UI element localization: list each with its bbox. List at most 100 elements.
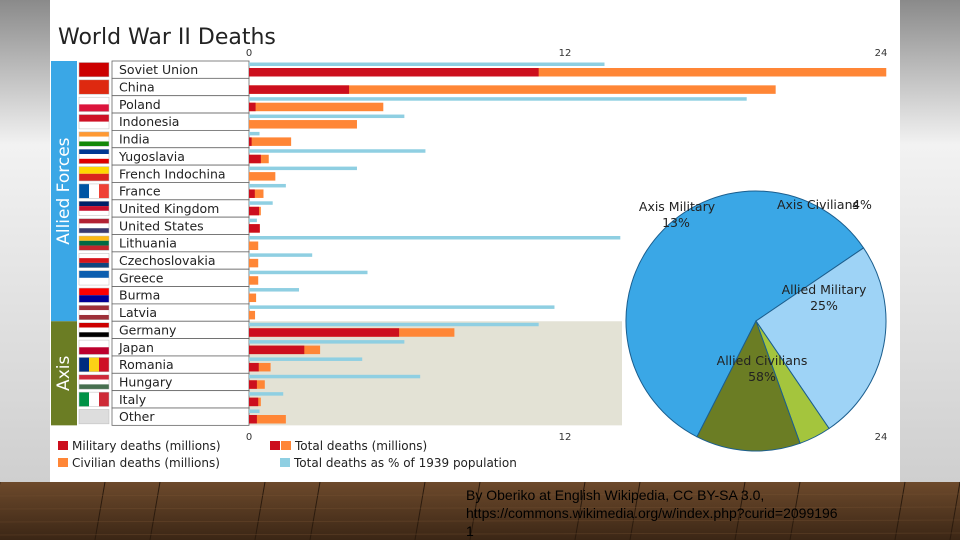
bar-total-deaths: [249, 102, 384, 112]
bar-total-deaths: [249, 120, 357, 129]
flag-icon: [78, 131, 110, 147]
pie-slice: [755, 247, 887, 430]
flag-icon: [78, 391, 110, 407]
country-label: Romania: [119, 357, 174, 372]
pie-slice-label: Axis Military: [639, 199, 716, 214]
bar-military-deaths: [249, 397, 259, 407]
allied-band: [51, 61, 77, 322]
plank-seam: [734, 481, 746, 540]
country-label: Indonesia: [119, 114, 179, 129]
bar-total-deaths: [249, 310, 256, 320]
country-label: French Indochina: [119, 166, 226, 181]
plank-seam: [789, 481, 801, 540]
legend-swatch: [270, 441, 280, 450]
x-tick-label-bottom: 24: [875, 432, 888, 443]
bar-population-percent: [249, 409, 260, 413]
country-label: Hungary: [119, 374, 173, 389]
bar-population-percent: [249, 131, 260, 136]
credit-line-1: By Oberiko at English Wikipedia, CC BY-S…: [466, 487, 765, 503]
bar-population-percent: [249, 374, 421, 379]
bar-military-deaths: [249, 380, 257, 389]
flag-icon: [78, 270, 110, 286]
bar-population-percent: [249, 340, 405, 344]
flag-icon: [78, 96, 110, 112]
country-label: India: [119, 132, 150, 147]
plank-seam: [629, 481, 641, 540]
bar-total-deaths: [249, 293, 257, 303]
country-label: Soviet Union: [119, 62, 198, 77]
allied-forces-label: Allied Forces: [54, 137, 74, 244]
bar-population-percent: [249, 183, 286, 188]
country-labels: Soviet Union China Poland Indonesia India Yug…: [111, 60, 250, 426]
wood-grain: [0, 532, 960, 536]
pie-slice: [696, 319, 801, 452]
x-ticks-top: 0 12 24: [246, 48, 888, 59]
wood-floor: [0, 482, 960, 540]
x-tick-label-top: 24: [875, 48, 888, 59]
bar-population-percent: [249, 305, 555, 309]
country-label: United Kingdom: [119, 201, 219, 216]
credit-line-3: 1: [466, 523, 474, 539]
country-label: Italy: [119, 392, 147, 407]
flag-icon: [78, 253, 110, 268]
plank-seam: [414, 481, 426, 540]
country-label: China: [119, 80, 155, 95]
bar-military-deaths: [249, 345, 305, 355]
flag-icon: [78, 201, 110, 216]
plank-seam: [309, 481, 321, 540]
flag-icon: [78, 218, 110, 234]
credit-line-2[interactable]: https://commons.wikimedia.org/w/index.ph…: [466, 505, 838, 521]
flag-icon: [78, 114, 110, 130]
bar-population-percent: [249, 270, 368, 275]
bar-population-percent: [249, 322, 539, 327]
flag-icon: [78, 79, 110, 95]
plank-seam: [94, 481, 106, 540]
pie-slice-value: 13%: [662, 215, 690, 230]
x-tick-label-bottom: 0: [246, 432, 252, 443]
bar-military-deaths: [249, 189, 255, 198]
bar-population-percent: [249, 114, 405, 119]
x-tick-label-top: 0: [246, 48, 252, 59]
bar-military-deaths: [249, 102, 256, 112]
bar-population-percent: [249, 288, 300, 292]
country-label: France: [119, 184, 161, 199]
country-label: Other: [119, 409, 155, 424]
bar-military-deaths: [249, 154, 261, 164]
legend-label: Total deaths (millions): [294, 439, 427, 453]
bar-population-percent: [249, 357, 363, 361]
plank-seam: [149, 481, 161, 540]
bar-population-percent: [249, 149, 426, 153]
plank-seam: [469, 481, 481, 540]
bar-military-deaths: [249, 328, 400, 337]
flag-icon: [78, 322, 110, 338]
bars: [249, 62, 887, 424]
country-label: Lithuania: [119, 236, 177, 251]
bar-total-deaths: [249, 241, 259, 250]
bar-population-percent: [249, 201, 273, 205]
legend-swatch: [58, 458, 68, 467]
axis-band: [51, 321, 77, 426]
country-flags: [78, 62, 110, 425]
legend-label: Military deaths (millions): [72, 439, 221, 453]
bar-military-deaths: [249, 68, 539, 77]
pie-slice-label: Allied Civilians: [717, 353, 808, 368]
pie-slice-value: 25%: [810, 298, 838, 313]
flag-icon: [78, 305, 110, 320]
plank-seam: [574, 481, 586, 540]
flag-icon: [78, 183, 110, 199]
flag-icon: [78, 62, 110, 78]
flag-icon: [78, 374, 110, 390]
bar-population-percent: [249, 166, 357, 171]
country-label: Greece: [119, 270, 164, 285]
plank-seam: [894, 481, 906, 540]
country-label: Latvia: [119, 305, 157, 320]
bar-military-deaths: [249, 415, 257, 424]
country-label: Germany: [119, 322, 177, 337]
bar-military-deaths: [249, 224, 260, 233]
country-label: Yugoslavia: [118, 149, 185, 164]
flag-icon: [78, 357, 110, 373]
bar-total-deaths: [249, 258, 259, 268]
wood-grain: [0, 493, 960, 497]
country-label: Burma: [119, 288, 160, 303]
